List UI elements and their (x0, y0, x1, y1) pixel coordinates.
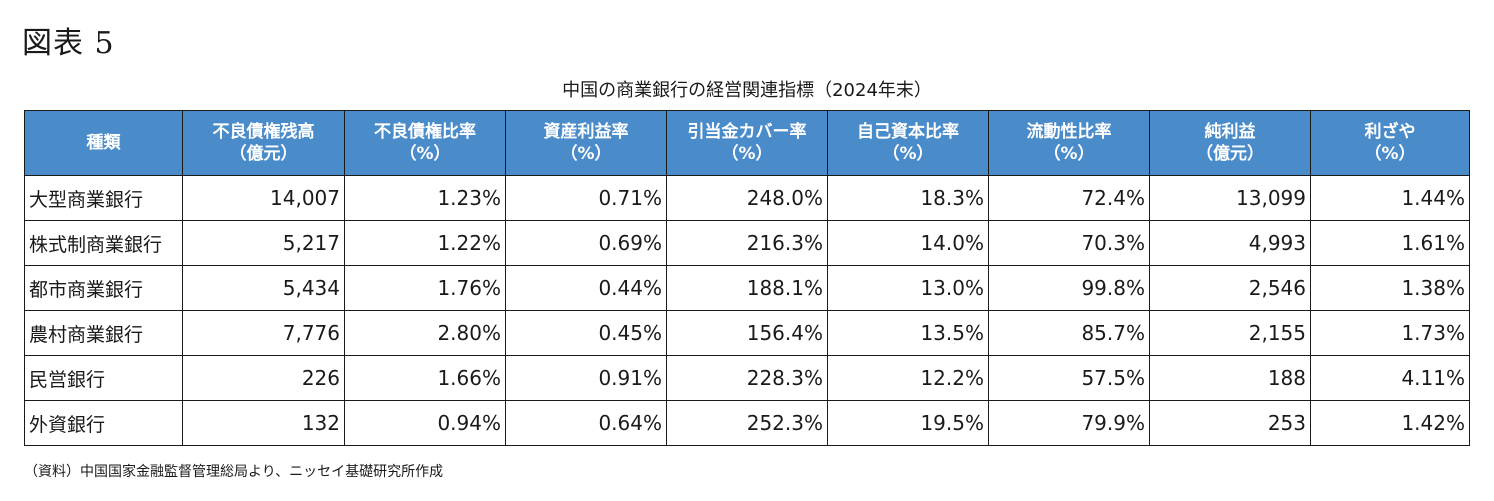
column-header-line1: 種類 (86, 133, 121, 153)
table-cell: 156.4% (666, 310, 828, 356)
column-header: 資産利益率 （%） (505, 110, 667, 176)
column-header-line1: 引当金カバー率 (687, 122, 807, 142)
column-header: 利ざや （%） (1310, 110, 1470, 176)
column-header: 自己資本比率 （%） (827, 110, 989, 176)
table-cell: 72.4% (988, 175, 1150, 221)
column-header-line1: 流動性比率 (1026, 122, 1112, 142)
row-label: 株式制商業銀行 (24, 220, 183, 266)
table-cell: 18.3% (827, 175, 989, 221)
table-cell: 99.8% (988, 265, 1150, 311)
table-cell: 1.22% (344, 220, 506, 266)
column-header-line2: （%） (721, 144, 773, 164)
table-cell: 5,434 (182, 265, 345, 311)
table-cell: 1.73% (1310, 310, 1470, 356)
table-cell: 216.3% (666, 220, 828, 266)
table-cell: 1.76% (344, 265, 506, 311)
column-header-line2: （%） (399, 144, 451, 164)
table-cell: 0.45% (505, 310, 667, 356)
table-cell: 2.80% (344, 310, 506, 356)
table-cell: 1.42% (1310, 400, 1470, 446)
column-header: 純利益 （億元） (1149, 110, 1311, 176)
table-cell: 248.0% (666, 175, 828, 221)
column-header-line2: （%） (1364, 144, 1416, 164)
table-cell: 1.23% (344, 175, 506, 221)
table-cell: 0.44% (505, 265, 667, 311)
column-header: 流動性比率 （%） (988, 110, 1150, 176)
column-header-line1: 純利益 (1204, 122, 1256, 142)
column-header-line2: （%） (560, 144, 612, 164)
table-cell: 57.5% (988, 355, 1150, 401)
table-cell: 12.2% (827, 355, 989, 401)
data-table: 種類 不良債権残高 （億元） 不良債権比率 （%） 資産利益率 （%） 引当金カバー率… (24, 110, 1470, 446)
source-note: （資料）中国国家金融監督管理総局より、ニッセイ基礎研究所作成 (24, 464, 444, 480)
column-header-line2: （億元） (1196, 144, 1264, 164)
column-header-line1: 資産利益率 (543, 122, 629, 142)
table-cell: 0.64% (505, 400, 667, 446)
table-cell: 0.69% (505, 220, 667, 266)
table-row: 外資銀行 132 0.94% 0.64% 252.3% 19.5% 79.9% … (24, 400, 1470, 446)
column-header-line1: 利ざや (1364, 122, 1416, 142)
table-title: 中国の商業銀行の経営関連指標（2024年末） (562, 80, 932, 101)
table-cell: 1.66% (344, 355, 506, 401)
table-cell: 13,099 (1149, 175, 1311, 221)
row-label: 大型商業銀行 (24, 175, 183, 221)
table-cell: 188 (1149, 355, 1311, 401)
table-cell: 0.71% (505, 175, 667, 221)
table-cell: 4.11% (1310, 355, 1470, 401)
table-row: 都市商業銀行 5,434 1.76% 0.44% 188.1% 13.0% 99… (24, 265, 1470, 311)
table-cell: 19.5% (827, 400, 989, 446)
table-cell: 4,993 (1149, 220, 1311, 266)
table-cell: 0.91% (505, 355, 667, 401)
row-label: 都市商業銀行 (24, 265, 183, 311)
row-label: 外資銀行 (24, 400, 183, 446)
figure-label: 図表 5 (22, 26, 115, 61)
column-header: 不良債権残高 （億元） (182, 110, 345, 176)
column-header-line2: （億元） (229, 144, 298, 164)
table-row: 株式制商業銀行 5,217 1.22% 0.69% 216.3% 14.0% 7… (24, 220, 1470, 266)
table-cell: 5,217 (182, 220, 345, 266)
column-header-line1: 自己資本比率 (857, 122, 959, 142)
table-cell: 79.9% (988, 400, 1150, 446)
table-cell: 13.0% (827, 265, 989, 311)
table-cell: 226 (182, 355, 345, 401)
table-cell: 14,007 (182, 175, 345, 221)
table-cell: 1.44% (1310, 175, 1470, 221)
column-header: 不良債権比率 （%） (344, 110, 506, 176)
column-header: 種類 (24, 110, 183, 176)
table-cell: 0.94% (344, 400, 506, 446)
table-cell: 7,776 (182, 310, 345, 356)
table-cell: 253 (1149, 400, 1311, 446)
table-row: 大型商業銀行 14,007 1.23% 0.71% 248.0% 18.3% 7… (24, 175, 1470, 221)
column-header-line1: 不良債権比率 (374, 122, 476, 142)
column-header: 引当金カバー率 （%） (666, 110, 828, 176)
table-cell: 132 (182, 400, 345, 446)
row-label: 農村商業銀行 (24, 310, 183, 356)
table-cell: 14.0% (827, 220, 989, 266)
row-label: 民営銀行 (24, 355, 183, 401)
table-cell: 2,546 (1149, 265, 1311, 311)
table-cell: 1.38% (1310, 265, 1470, 311)
column-header-line2: （%） (1043, 144, 1095, 164)
table-cell: 188.1% (666, 265, 828, 311)
column-header-line2: （%） (882, 144, 934, 164)
table-cell: 70.3% (988, 220, 1150, 266)
column-header-line1: 不良債権残高 (212, 122, 315, 142)
table-cell: 252.3% (666, 400, 828, 446)
table-cell: 228.3% (666, 355, 828, 401)
table-row: 民営銀行 226 1.66% 0.91% 228.3% 12.2% 57.5% … (24, 355, 1470, 401)
table-cell: 2,155 (1149, 310, 1311, 356)
table-cell: 85.7% (988, 310, 1150, 356)
table-cell: 1.61% (1310, 220, 1470, 266)
table-cell: 13.5% (827, 310, 989, 356)
table-row: 農村商業銀行 7,776 2.80% 0.45% 156.4% 13.5% 85… (24, 310, 1470, 356)
header-row: 種類 不良債権残高 （億元） 不良債権比率 （%） 資産利益率 （%） 引当金カバー率… (24, 110, 1470, 176)
